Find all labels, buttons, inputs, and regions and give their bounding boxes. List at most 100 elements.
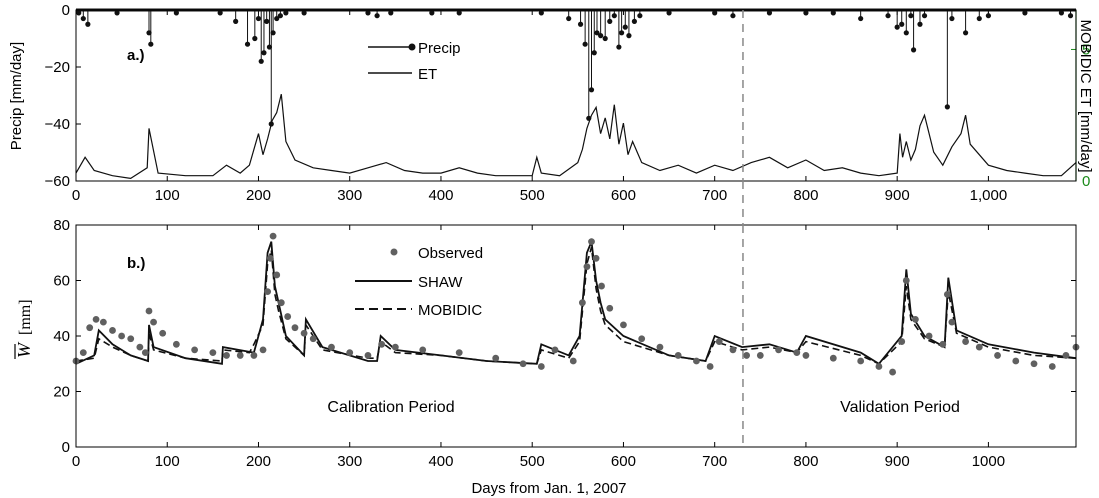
- observed-point: [656, 343, 664, 351]
- precip-point: [903, 30, 909, 36]
- precip-point: [908, 13, 914, 19]
- observed-point: [537, 363, 545, 370]
- observed-point: [145, 307, 153, 315]
- a-y-tick-label: −40: [45, 116, 70, 133]
- b-x-tick-label: 0: [72, 453, 80, 470]
- b-y-tick-label: 40: [53, 328, 70, 345]
- precip-point: [631, 18, 637, 24]
- precip-point: [217, 10, 223, 16]
- observed-point: [1030, 360, 1038, 368]
- observed-point: [273, 271, 281, 279]
- observed-point: [857, 357, 865, 365]
- observed-point: [136, 343, 144, 351]
- precip-point: [566, 15, 572, 22]
- observed-point: [127, 335, 135, 343]
- precip-point: [258, 58, 264, 64]
- w-axis-label: W [mm]: [14, 299, 34, 359]
- observed-point: [86, 324, 94, 332]
- panel-b-legend: Observed SHAW MOBIDIC: [355, 245, 483, 319]
- a-x-tick-label: 100: [155, 187, 180, 204]
- b-x-tick-label: 600: [611, 453, 636, 470]
- precip-axis-label: Precip [mm/day]: [8, 42, 25, 150]
- precip-point: [894, 24, 900, 30]
- b-x-tick-label: 700: [702, 453, 727, 470]
- precip-point: [666, 10, 672, 16]
- observed-point: [291, 324, 299, 332]
- b-y-tick-label: 80: [53, 217, 70, 234]
- precip-point: [173, 10, 179, 16]
- b-x-tick-label: 800: [793, 453, 818, 470]
- precip-point: [1022, 10, 1028, 16]
- b-x-tick-label: 400: [428, 453, 453, 470]
- a-x-tick-label: 500: [520, 187, 545, 204]
- precip-point: [146, 30, 152, 36]
- panel-a-legend: Precip ET: [368, 40, 461, 83]
- observed-point: [962, 338, 969, 345]
- a-y-tick-label: −60: [45, 173, 70, 190]
- observed-point: [346, 349, 354, 357]
- observed-point: [172, 340, 180, 348]
- x-axis-label: Days from Jan. 1, 2007: [471, 480, 626, 497]
- a-x-tick-label: 300: [337, 187, 362, 204]
- observed-point: [775, 346, 782, 354]
- observed-point: [756, 352, 764, 359]
- precip-point: [277, 13, 283, 19]
- observed-point: [269, 232, 277, 240]
- precip-point: [591, 50, 597, 56]
- precip-point: [917, 21, 923, 27]
- precip-point: [255, 15, 262, 22]
- a-x-tick-label: 700: [702, 187, 727, 204]
- precip-point: [244, 41, 251, 47]
- precip-point: [261, 50, 267, 56]
- observed-point: [994, 352, 1001, 359]
- precip-point: [712, 10, 718, 16]
- observed-point: [492, 354, 500, 362]
- precip-point: [619, 30, 625, 36]
- observed-point: [592, 254, 600, 262]
- observed-point: [583, 263, 591, 271]
- precip-point: [944, 104, 950, 110]
- precip-point: [611, 13, 617, 19]
- a-x-tick-label: 200: [246, 187, 271, 204]
- model-series: [75, 238, 1077, 365]
- a-y-tick-label: −20: [45, 59, 70, 76]
- observed-point: [948, 318, 956, 326]
- panel-b-frame: [75, 224, 1077, 448]
- precip-point: [602, 35, 608, 42]
- a-right-tick-label: 0: [1082, 173, 1090, 190]
- w-axis-symbol: W: [14, 341, 34, 358]
- observed-point: [715, 338, 723, 345]
- a-y-tick-label: 0: [62, 2, 70, 19]
- b-x-tick-label: 500: [520, 453, 545, 470]
- precip-point: [1067, 13, 1074, 19]
- observed-point: [925, 332, 933, 340]
- precip-point: [264, 18, 270, 24]
- precip-point: [949, 15, 955, 22]
- observed-series: [72, 232, 1080, 376]
- observed-point: [419, 346, 427, 354]
- precip-point: [365, 10, 371, 16]
- precip-point: [885, 13, 891, 19]
- precip-point: [910, 47, 917, 53]
- a-x-tick-label: 900: [885, 187, 910, 204]
- legend-observed-label: Observed: [418, 245, 483, 262]
- panel-a-tag: a.): [127, 47, 145, 64]
- panel-b-y-tick-labels: 0 20 40 60 80: [53, 217, 70, 456]
- b-y-tick-label: 0: [62, 439, 70, 456]
- panel-a-x-tick-labels: 0 100 200 300 400 500 600 700 800 900 1,000: [72, 187, 1007, 204]
- legend-observed-marker: [390, 248, 398, 256]
- precip-point: [582, 41, 588, 47]
- w-axis-unit: [mm]: [17, 299, 34, 335]
- precip-point: [76, 10, 82, 16]
- observed-point: [706, 363, 714, 370]
- observed-point: [578, 299, 586, 307]
- precip-point: [962, 30, 969, 36]
- observed-point: [328, 343, 335, 351]
- observed-point: [264, 288, 272, 295]
- observed-point: [364, 352, 372, 359]
- a-x-tick-label: 600: [611, 187, 636, 204]
- precip-point: [985, 13, 992, 19]
- et-series: [75, 94, 1077, 180]
- observed-point: [620, 321, 627, 329]
